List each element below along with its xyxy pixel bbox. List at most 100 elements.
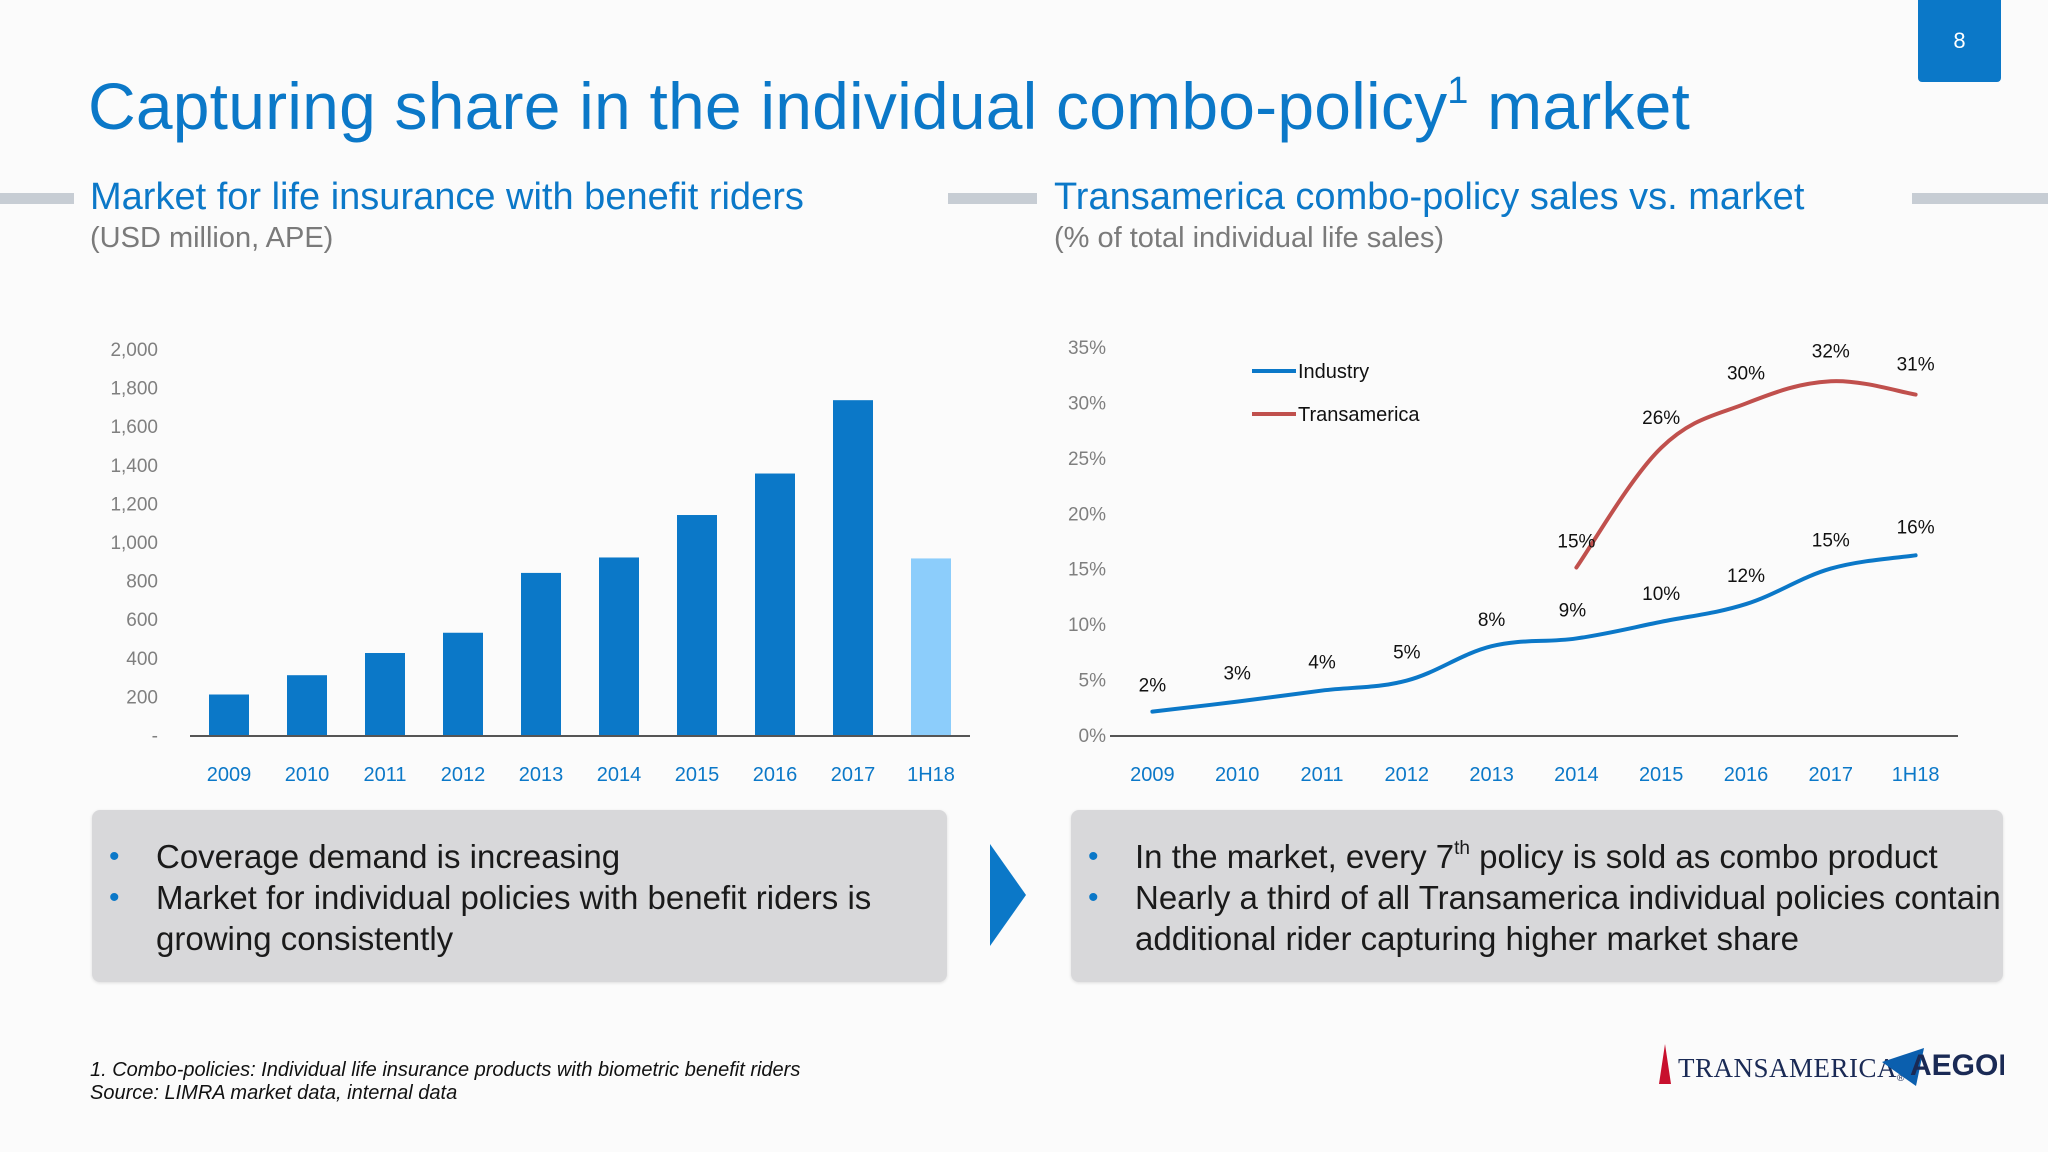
- right-section-title: Transamerica combo-policy sales vs. mark…: [1054, 176, 1805, 218]
- data-label: 12%: [1727, 566, 1765, 587]
- data-label: 2%: [1139, 676, 1167, 697]
- x-tick-label: 2014: [1554, 764, 1599, 786]
- bar: [209, 694, 249, 736]
- bar: [911, 558, 951, 736]
- bar: [521, 572, 561, 736]
- bullet-dot: •: [109, 840, 120, 873]
- arrow-right-icon: [990, 844, 1026, 946]
- middle-accent-bar: [948, 193, 1037, 204]
- right-accent-bar: [1912, 193, 2048, 204]
- x-tick-label: 2017: [1809, 764, 1854, 786]
- legend-label: Industry: [1298, 361, 1369, 383]
- bar-chart: - 200 400 600 800 1,000 1,200 1,400 1,600 1,800 2,…: [110, 340, 970, 786]
- bullet-item: • Market for individual policies with ben…: [92, 877, 947, 959]
- bullet-dot: •: [1088, 840, 1099, 873]
- data-label: 32%: [1812, 341, 1850, 362]
- bar: [833, 400, 873, 736]
- y-tick-label: 10%: [1068, 615, 1106, 636]
- y-tick-label: 35%: [1068, 338, 1106, 359]
- bar: [755, 473, 795, 736]
- page-title-text: Capturing share in the individual combo-…: [88, 69, 1448, 143]
- y-tick-label: 800: [126, 572, 158, 593]
- registered-mark: ®: [1897, 1073, 1905, 1084]
- x-tick-label: 2012: [1385, 764, 1430, 786]
- y-tick-label: 400: [126, 649, 158, 670]
- footnote-source: Source: LIMRA market data, internal data: [90, 1082, 458, 1104]
- bullet-item: • Nearly a third of all Transamerica indi…: [1071, 877, 2003, 959]
- ordinal-suffix: th: [1454, 838, 1470, 859]
- y-tick-label: 5%: [1079, 671, 1107, 692]
- bar: [443, 632, 483, 736]
- x-tick-label: 2016: [1724, 764, 1769, 786]
- y-tick-label: 1,600: [110, 417, 158, 438]
- left-section-title: Market for life insurance with benefit r…: [90, 176, 804, 218]
- data-label: 8%: [1478, 610, 1506, 631]
- bar: [287, 675, 327, 736]
- x-tick-label: 2009: [207, 764, 252, 786]
- page-title: Capturing share in the individual combo-…: [88, 68, 1690, 144]
- x-tick-label: 2010: [1215, 764, 1260, 786]
- footnote-definition: 1. Combo-policies: Individual life insur…: [90, 1059, 801, 1081]
- data-label: 16%: [1897, 517, 1935, 538]
- data-label: 30%: [1727, 363, 1765, 384]
- right-bullet-box: • In the market, every 7th policy is sold…: [1071, 810, 2003, 982]
- data-label: 15%: [1812, 531, 1850, 552]
- series-line-industry: [1150, 553, 1918, 714]
- y-tick-label: 0%: [1079, 726, 1107, 747]
- y-tick-label: 20%: [1068, 504, 1106, 525]
- bullet-item: • Coverage demand is increasing: [92, 836, 947, 877]
- left-accent-bar: [0, 193, 74, 204]
- bullet-item: • In the market, every 7th policy is sold…: [1071, 836, 2003, 877]
- footnotes: 1. Combo-policies: Individual life insur…: [90, 1059, 800, 1105]
- bar: [677, 515, 717, 736]
- data-label: 4%: [1308, 653, 1336, 674]
- y-tick-label: 25%: [1068, 449, 1106, 470]
- y-tick-label: 1,400: [110, 456, 158, 477]
- y-tick-label: -: [152, 726, 158, 747]
- x-tick-label: 2009: [1130, 764, 1175, 786]
- x-tick-label: 1H18: [1892, 764, 1940, 786]
- x-tick-label: 2016: [753, 764, 798, 786]
- y-tick-label: 15%: [1068, 560, 1106, 581]
- data-label: 9%: [1559, 600, 1587, 621]
- y-tick-label: 1,800: [110, 379, 158, 400]
- aegon-mark-icon: [1882, 1048, 1924, 1086]
- page-number-badge: 8: [1918, 0, 2001, 82]
- x-tick-label: 2011: [363, 764, 406, 786]
- bullet-text: Market for individual policies with bene…: [156, 879, 872, 957]
- bullet-dot: •: [1088, 881, 1099, 914]
- transamerica-logo-text: TRANSAMERICA: [1678, 1053, 1898, 1083]
- aegon-logo-text: AEGON: [1910, 1049, 2004, 1082]
- x-tick-label: 2010: [285, 764, 330, 786]
- x-tick-label: 2011: [1300, 764, 1343, 786]
- title-footnote-marker: 1: [1447, 70, 1469, 112]
- x-tick-label: 2013: [519, 764, 564, 786]
- x-tick-label: 1H18: [907, 764, 955, 786]
- left-bullet-box: • Coverage demand is increasing • Market f…: [92, 810, 947, 982]
- x-tick-label: 2017: [831, 764, 876, 786]
- line-chart: 0% 5% 10% 15% 20% 25% 30% 35% 2009 2010 2011 2012 20…: [1068, 338, 1958, 786]
- bullet-text-tail: policy is sold as combo product: [1470, 838, 1938, 875]
- transamerica-logo: TRANSAMERICA ®: [1658, 1040, 1904, 1084]
- y-tick-label: 1,000: [110, 533, 158, 554]
- data-label: 5%: [1393, 643, 1421, 664]
- aegon-logo: AEGON: [1882, 1048, 2004, 1086]
- y-tick-label: 30%: [1068, 393, 1106, 414]
- right-section-subtitle: (% of total individual life sales): [1054, 222, 1445, 254]
- y-tick-label: 600: [126, 610, 158, 631]
- bullet-text: In the market, every 7: [1135, 838, 1455, 875]
- y-tick-label: 200: [126, 687, 158, 708]
- bullet-text: Nearly a third of all Transamerica indiv…: [1135, 879, 2001, 957]
- page-title-tail: market: [1487, 69, 1691, 143]
- left-section-subtitle: (USD million, APE): [90, 222, 334, 254]
- y-tick-label: 1,200: [110, 494, 158, 515]
- pyramid-icon: [1659, 1044, 1671, 1084]
- bar: [365, 653, 405, 736]
- bullet-dot: •: [109, 881, 120, 914]
- data-label: 31%: [1897, 355, 1935, 376]
- data-label: 15%: [1557, 531, 1595, 552]
- x-tick-label: 2012: [441, 764, 486, 786]
- page-number: 8: [1953, 28, 1966, 53]
- series-line-transamerica: [1574, 379, 1918, 570]
- x-tick-label: 2013: [1469, 764, 1514, 786]
